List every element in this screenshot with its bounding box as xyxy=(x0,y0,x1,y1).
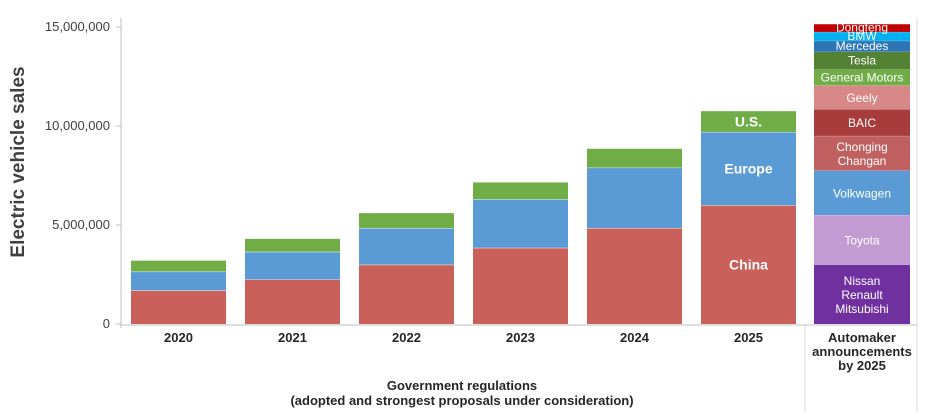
automaker-label-line: Mitsubishi xyxy=(835,302,888,316)
bar-europe-2022 xyxy=(359,227,454,265)
automaker-segment-mercedes xyxy=(814,40,910,52)
bar-u-s-2024 xyxy=(587,148,682,168)
bar-europe-2020 xyxy=(131,271,226,291)
automaker-label-line: BAIC xyxy=(848,116,876,130)
series-label-europe: Europe xyxy=(724,161,772,177)
y-tick-label: 5,000,000 xyxy=(52,217,110,232)
automaker-label-geely: Geely xyxy=(846,91,877,105)
x-tick-label-2020: 2020 xyxy=(164,330,193,345)
automaker-label-line: Toyota xyxy=(844,233,880,247)
automaker-label-line: BMW xyxy=(847,29,877,43)
y-tick-label: 0 xyxy=(103,316,110,331)
x-tick-label-2025: 2025 xyxy=(734,330,763,345)
bar-u-s-2020 xyxy=(131,260,226,272)
automaker-label-line: Renault xyxy=(841,288,883,302)
automaker-segment-dongfeng xyxy=(814,24,910,32)
bar-china-2024 xyxy=(587,227,682,324)
automaker-segment-bmw xyxy=(814,31,910,41)
automaker-label-volkwagen: Volkwagen xyxy=(833,186,891,200)
x-tick-label-2021: 2021 xyxy=(278,330,307,345)
bar-europe-2024 xyxy=(587,167,682,228)
automaker-label-dongfeng: Dongfeng xyxy=(836,20,888,34)
automaker-label-line3: by 2025 xyxy=(838,358,886,373)
bar-europe-2021 xyxy=(245,251,340,280)
bar-china-2021 xyxy=(245,279,340,324)
bar-china-2022 xyxy=(359,264,454,324)
automaker-label-line: Volkwagen xyxy=(833,186,891,200)
automaker-label-line1: Automaker xyxy=(828,330,896,345)
automaker-label-line: Geely xyxy=(846,91,877,105)
automaker-label-general-motors: General Motors xyxy=(821,70,904,84)
axes-layer: 0 5,000,000 10,000,000 15,000,000 2020 2021 20… xyxy=(45,18,918,412)
bar-u-s-2025 xyxy=(701,111,796,132)
y-tick-label: 15,000,000 xyxy=(45,19,110,34)
automaker-segment-geely xyxy=(814,85,910,110)
automaker-segment-baic xyxy=(814,109,910,136)
bar-u-s-2022 xyxy=(359,213,454,228)
bar-u-s-2021 xyxy=(245,238,340,252)
series-label-u-s: U.S. xyxy=(735,114,762,130)
y-axis-label: Electric vehicle sales xyxy=(8,66,29,257)
automaker-label-mercedes: Mercedes xyxy=(836,39,889,53)
automaker-label-chonging-changan: Chonging Changan xyxy=(836,140,887,168)
automaker-label-line2: announcements xyxy=(812,344,912,359)
x-tick-label-2022: 2022 xyxy=(392,330,421,345)
automaker-segment-nissan-renault-mitsubishi xyxy=(814,264,910,324)
group-label-line1: Government regulations xyxy=(387,378,537,393)
automaker-label-toyota: Toyota xyxy=(844,233,880,247)
bar-china-2023 xyxy=(473,247,568,324)
automaker-label-line: Nissan xyxy=(844,274,881,288)
automaker-label-line: Changan xyxy=(838,154,887,168)
y-tick-label: 10,000,000 xyxy=(45,118,110,133)
automaker-segment-general-motors xyxy=(814,69,910,86)
automaker-label-line: Dongfeng xyxy=(836,20,888,34)
automaker-segment-tesla xyxy=(814,51,910,70)
bars-layer: China Europe U.S. Nissan Renault Mitsubishi To… xyxy=(131,20,910,324)
automaker-label-line: General Motors xyxy=(821,70,904,84)
automaker-segment-volkwagen xyxy=(814,170,910,216)
automaker-label-baic: BAIC xyxy=(848,116,876,130)
automaker-label-line: Chonging xyxy=(836,140,887,154)
automaker-label-line: Tesla xyxy=(848,54,876,68)
bar-europe-2023 xyxy=(473,199,568,248)
series-label-china: China xyxy=(729,257,768,273)
x-tick-label-2023: 2023 xyxy=(506,330,535,345)
automaker-label-nissan-renault-mitsubishi: Nissan Renault Mitsubishi xyxy=(835,274,888,316)
group-label-line2: (adopted and strongest proposals under c… xyxy=(290,393,633,408)
bar-china-2025 xyxy=(701,205,796,324)
automaker-segment-chonging-changan xyxy=(814,135,910,171)
automaker-segment-toyota xyxy=(814,215,910,265)
x-tick-label-2024: 2024 xyxy=(620,330,650,345)
automaker-label-line: Mercedes xyxy=(836,39,889,53)
bar-china-2020 xyxy=(131,290,226,324)
bar-u-s-2023 xyxy=(473,182,568,200)
automaker-label-tesla: Tesla xyxy=(848,54,876,68)
bar-europe-2025 xyxy=(701,131,796,206)
automaker-label-bmw: BMW xyxy=(847,29,877,43)
